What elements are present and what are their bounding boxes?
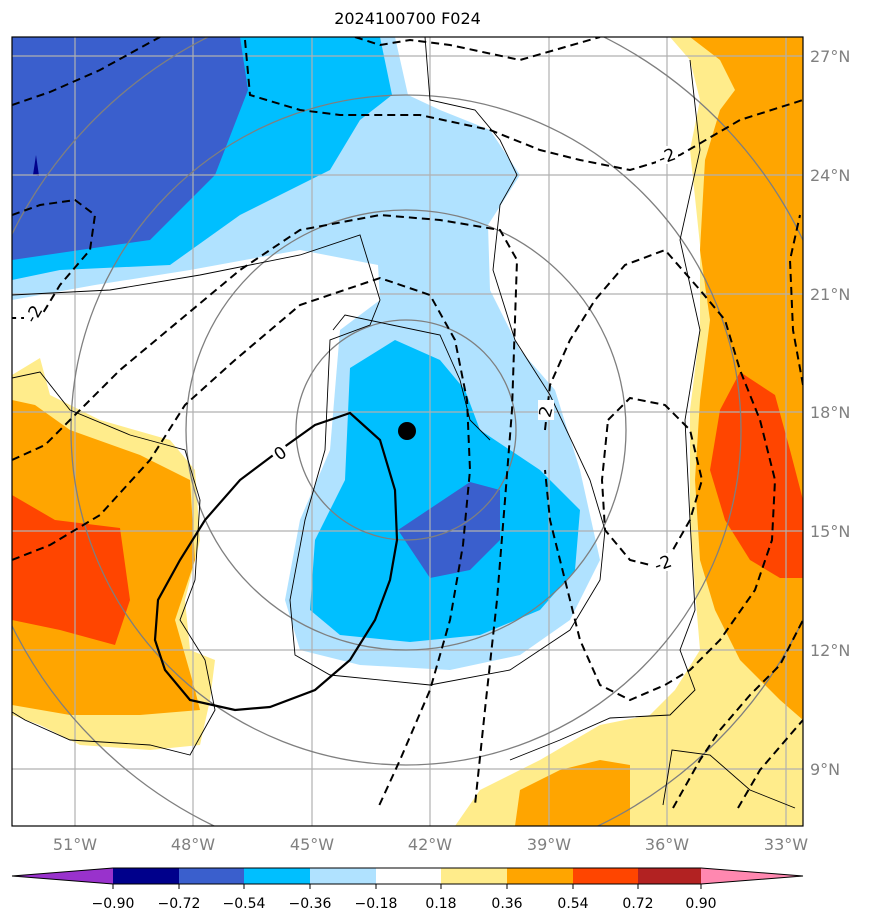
graticule	[12, 37, 803, 826]
colorbar-segment	[376, 868, 441, 884]
lat-tick: 24°N	[810, 166, 850, 185]
map-frame	[11, 36, 804, 827]
lon-tick: 48°W	[171, 835, 215, 854]
lat-tick: 9°N	[810, 760, 840, 779]
colorbar-tick: 0.72	[622, 896, 653, 912]
zero-contour	[153, 411, 399, 712]
lat-tick: 21°N	[810, 285, 850, 304]
lon-tick: 36°W	[645, 835, 689, 854]
contour-label-pos2: 2	[535, 404, 557, 420]
colorbar-arrow-right	[701, 868, 803, 884]
map-plot-area: 0 -2 -2 2 -2	[12, 37, 803, 826]
lon-tick: 42°W	[408, 835, 452, 854]
colorbar-tick: −0.90	[92, 896, 135, 912]
fill-east-red	[710, 372, 803, 578]
lon-tick: 45°W	[290, 835, 334, 854]
colorbar-tick: −0.72	[158, 896, 201, 912]
lat-tick: 12°N	[810, 641, 850, 660]
colorbar-segment	[113, 868, 179, 884]
colorbar-segment	[573, 868, 638, 884]
lon-tick-labels: 51°W 48°W 45°W 42°W 39°W 36°W 33°W	[53, 835, 808, 854]
fill-center-cyan	[310, 340, 580, 642]
range-rings	[12, 37, 803, 826]
contour-label-neg2-east: -2	[652, 552, 675, 577]
colorbar-segment	[179, 868, 244, 884]
colorbar-tick: 0.90	[685, 896, 716, 912]
lon-tick: 51°W	[53, 835, 97, 854]
colorbar-tick: 0.36	[491, 896, 522, 912]
fill-west-red	[12, 495, 130, 645]
fill-nw-navy	[33, 155, 39, 176]
lat-tick-labels: 27°N 24°N 21°N 18°N 15°N 12°N 9°N	[810, 47, 850, 779]
lat-tick: 27°N	[810, 47, 850, 66]
dashed-contours	[12, 37, 803, 809]
lon-tick: 33°W	[764, 835, 808, 854]
contour-label-neg2-north: -2	[656, 145, 679, 170]
fill-center-blue	[398, 482, 500, 578]
colorbar-arrow-left	[12, 868, 113, 884]
colorbar-tick: −0.18	[355, 896, 398, 912]
colorbar-segment	[507, 868, 573, 884]
lon-tick: 39°W	[527, 835, 571, 854]
colorbar-segment	[638, 868, 701, 884]
colorbar-tick: −0.54	[223, 896, 266, 912]
colorbar-segment	[441, 868, 507, 884]
thin-contours	[12, 37, 796, 809]
fill-nw-blue	[12, 37, 248, 260]
lat-tick: 18°N	[810, 403, 850, 422]
storm-center-marker	[398, 422, 416, 440]
colorbar-segment	[244, 868, 310, 884]
colorbar-tick: 0.54	[557, 896, 588, 912]
chart-title: 2024100700 F024	[334, 9, 481, 28]
colorbar-tick: −0.36	[289, 896, 332, 912]
colorbar-tick: 0.18	[425, 896, 456, 912]
fill-east-orange-south	[515, 760, 630, 826]
lat-tick: 15°N	[810, 522, 850, 541]
colorbar-segment	[310, 868, 376, 884]
colorbar: −0.90 −0.72 −0.54 −0.36 −0.18 0.18 0.36 …	[11, 867, 804, 912]
